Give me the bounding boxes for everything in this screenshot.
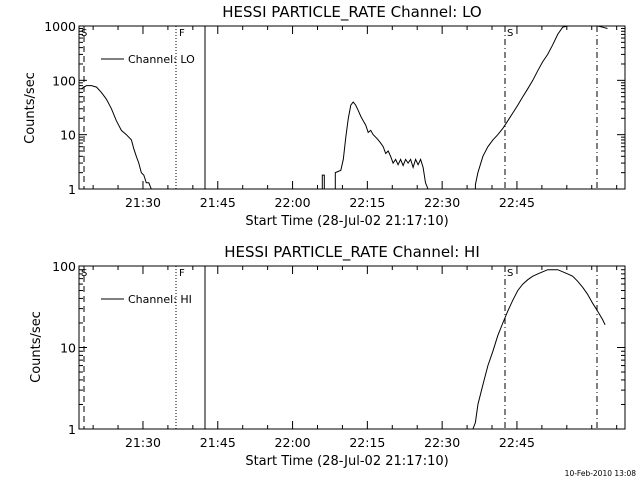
y-ticks-hi: 1 10 100 — [52, 259, 625, 437]
x-tick-label: 21:45 — [200, 435, 236, 450]
chart-title-lo: HESSI PARTICLE_RATE Channel: LO — [222, 3, 481, 22]
flag-label-s2-hi: S — [507, 268, 513, 279]
x-tick-label: 22:45 — [499, 195, 535, 210]
x-tick-label: 22:30 — [424, 435, 460, 450]
y-axis-label-lo: Counts/sec — [23, 72, 38, 144]
x-tick-label: 22:30 — [424, 195, 460, 210]
y-tick-label: 100 — [52, 259, 76, 274]
flag-label-s2-lo: S — [507, 28, 513, 39]
plot-frame-lo — [78, 25, 626, 190]
y-tick-label: 1 — [68, 422, 76, 437]
y-ticks-lo: 1 10 100 1000 — [44, 19, 625, 197]
y-tick-label: 1 — [68, 182, 76, 197]
series-hi — [472, 269, 606, 430]
x-tick-label: 21:45 — [200, 195, 236, 210]
flag-label-f-hi: F — [179, 268, 185, 279]
x-axis-label-lo: Start Time (28-Jul-02 21:17:10) — [245, 214, 448, 229]
y-axis-label-hi: Counts/sec — [29, 311, 44, 383]
x-tick-label: 22:15 — [349, 195, 385, 210]
panel-hi: HESSI PARTICLE_RATE Channel: HI Counts/s… — [29, 243, 626, 469]
series-lo — [81, 25, 608, 190]
x-tick-label: 22:45 — [499, 435, 535, 450]
y-tick-label: 10 — [60, 128, 76, 143]
x-ticks-hi: 21:30 21:45 22:00 22:15 22:30 22:45 — [92, 266, 618, 450]
legend-label-lo: Channel: LO — [128, 53, 195, 66]
series-line — [321, 174, 325, 189]
flag-label-s-hi: S — [81, 268, 87, 279]
series-line — [333, 101, 430, 190]
flag-label-f-lo: F — [179, 28, 185, 39]
series-line — [81, 85, 161, 190]
x-tick-label: 22:15 — [349, 435, 385, 450]
y-tick-label: 10 — [60, 341, 76, 356]
x-tick-label: 22:00 — [275, 435, 311, 450]
chart-title-hi: HESSI PARTICLE_RATE Channel: HI — [224, 243, 480, 262]
y-tick-label: 1000 — [44, 19, 76, 34]
legend-label-hi: Channel: HI — [128, 293, 192, 306]
series-line — [474, 25, 608, 189]
x-tick-label: 21:30 — [125, 435, 161, 450]
plot-frame-hi — [78, 265, 626, 430]
x-axis-label-hi: Start Time (28-Jul-02 21:17:10) — [245, 454, 448, 469]
y-tick-label: 100 — [52, 73, 76, 88]
x-tick-label: 21:30 — [125, 195, 161, 210]
x-tick-label: 22:00 — [275, 195, 311, 210]
flag-label-s-lo: S — [81, 28, 87, 39]
x-ticks-lo: 21:30 21:45 22:00 22:15 22:30 22:45 — [92, 26, 618, 210]
series-line — [472, 269, 606, 430]
footer-timestamp: 10-Feb-2010 13:08 — [565, 469, 637, 478]
panel-lo: HESSI PARTICLE_RATE Channel: LO Counts/s… — [23, 3, 626, 229]
